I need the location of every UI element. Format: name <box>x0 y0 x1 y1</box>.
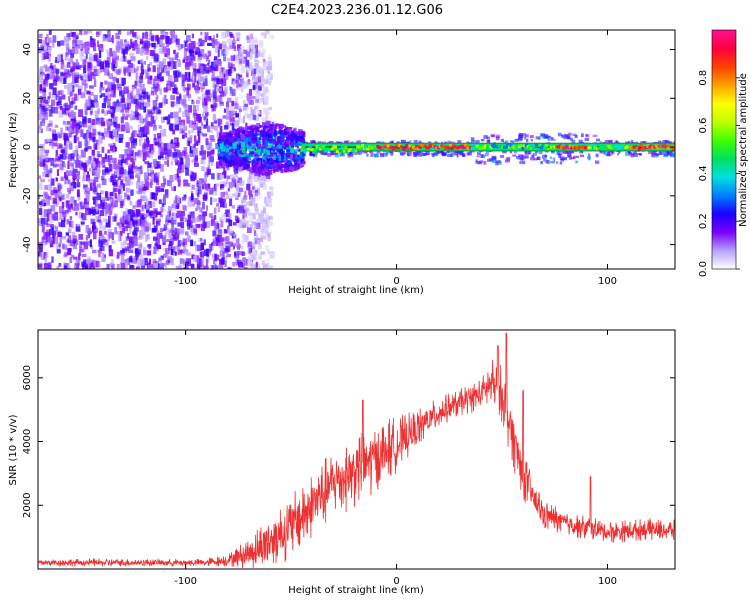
spectrogram-y-tick-label: -20 <box>22 188 33 204</box>
snr-y-tick-label: 6000 <box>22 365 33 390</box>
colorbar-tick-label: 0.4 <box>698 165 709 181</box>
colorbar-label: Normalized spectral amplitude <box>738 73 749 227</box>
spectrogram-panel: -100 0 100 -40 -20 0 20 40 Height of straight l… <box>8 29 676 296</box>
snr-y-tick-label: 2000 <box>22 493 33 518</box>
colorbar-tick-label: 0.6 <box>698 118 709 134</box>
colorbar-tick-label: 0.8 <box>698 70 709 86</box>
spectrogram-y-tick-label: 40 <box>22 43 33 56</box>
snr-x-tick-label: 0 <box>393 576 399 587</box>
snr-plot-area <box>38 330 675 569</box>
colorbar-ticks: 0.0 0.2 0.4 0.6 0.8 <box>698 70 740 277</box>
snr-x-tick-label: 100 <box>598 576 617 587</box>
colorbar-gradient <box>712 30 736 269</box>
snr-series-line <box>38 332 675 568</box>
spectrogram-y-tick-label: 20 <box>22 92 33 105</box>
snr-panel: -100 0 100 2000 4000 6000 Height of straight … <box>8 329 676 596</box>
colorbar-tick-label: 0.2 <box>698 213 709 229</box>
spectrogram-frame <box>37 29 676 270</box>
spectrogram-x-tick-label: -100 <box>174 276 197 287</box>
snr-ticks: -100 0 100 2000 4000 6000 <box>22 330 675 587</box>
spectrogram-heatmap <box>38 30 675 269</box>
figure-title: C2E4.2023.236.01.12.G06 <box>271 3 443 18</box>
spectrogram-y-tick-label: 0 <box>22 144 33 150</box>
spectrogram-y-axis-label: Frequency (Hz) <box>8 112 19 188</box>
colorbar: 0.0 0.2 0.4 0.6 0.8 Normalized spectral ampl… <box>698 29 749 277</box>
snr-frame <box>37 329 676 570</box>
snr-x-tick-label: -100 <box>174 576 197 587</box>
spectrogram-x-tick-label: 100 <box>598 276 617 287</box>
snr-y-axis-label: SNR (10 * v/v) <box>8 414 19 485</box>
snr-y-tick-label: 4000 <box>22 429 33 454</box>
colorbar-frame <box>711 29 737 270</box>
colorbar-tick-label: 0.0 <box>698 261 709 277</box>
spectrogram-ticks: -100 0 100 -40 -20 0 20 40 <box>22 30 675 287</box>
spectrogram-y-tick-label: -40 <box>22 236 33 252</box>
spectrogram-x-axis-label: Height of straight line (km) <box>288 285 424 296</box>
snr-x-axis-label: Height of straight line (km) <box>288 585 424 596</box>
spectrogram-x-tick-label: 0 <box>393 276 399 287</box>
